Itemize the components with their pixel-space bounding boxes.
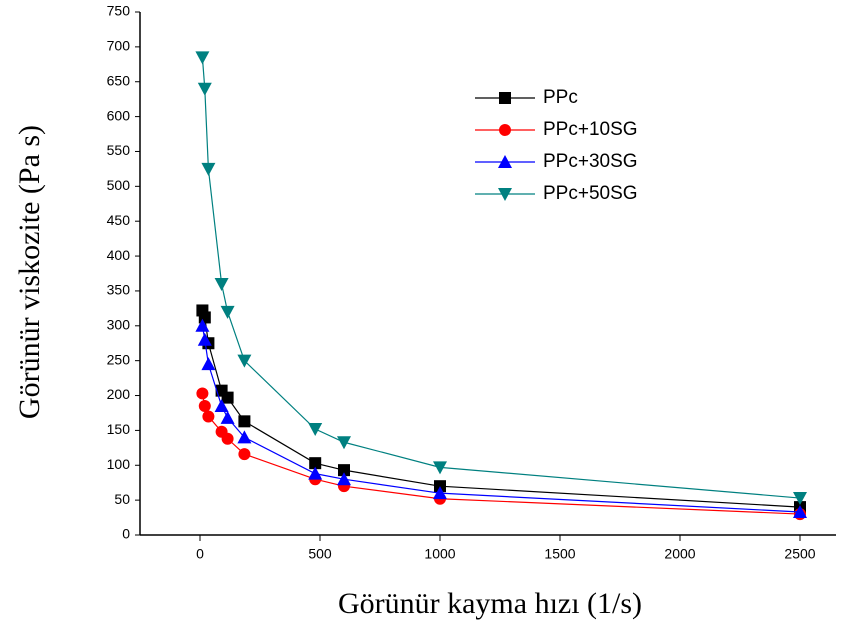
series-line	[201, 57, 801, 499]
marker	[308, 466, 323, 480]
marker	[198, 311, 211, 324]
y-tick-label: 350	[107, 282, 131, 298]
legend-label: PPc+50SG	[543, 183, 638, 204]
marker	[214, 398, 229, 412]
y-tick-label: 500	[107, 177, 131, 193]
y-tick-label: 700	[107, 38, 131, 54]
marker	[201, 357, 216, 371]
y-tick-label: 650	[107, 72, 131, 88]
marker	[498, 155, 512, 168]
marker	[499, 92, 511, 104]
marker	[237, 354, 252, 368]
y-tick-label: 600	[107, 107, 131, 123]
x-axis-title: Görünür kayma hızı (1/s)	[338, 587, 642, 620]
marker	[793, 504, 807, 518]
marker	[337, 436, 351, 450]
y-tick-label: 150	[107, 421, 131, 437]
series-line	[201, 310, 801, 508]
marker	[498, 188, 512, 201]
marker	[201, 162, 216, 176]
x-tick-label: 1000	[424, 546, 455, 562]
marker	[220, 305, 235, 319]
marker	[308, 423, 323, 437]
y-tick-label: 400	[107, 247, 131, 263]
series-line	[201, 325, 801, 513]
marker	[221, 391, 234, 404]
y-tick-label: 750	[107, 3, 131, 19]
marker	[195, 318, 210, 332]
x-tick-label: 1500	[544, 546, 575, 562]
y-axis-title: Görünür viskozite (Pa s)	[13, 125, 46, 419]
x-tick-label: 500	[308, 546, 332, 562]
marker	[214, 277, 229, 291]
legend-label: PPc+10SG	[543, 119, 638, 140]
y-tick-label: 0	[122, 526, 130, 542]
marker	[195, 51, 210, 65]
x-tick-label: 2000	[664, 546, 695, 562]
marker	[220, 410, 235, 424]
y-tick-label: 450	[107, 212, 131, 228]
marker	[238, 415, 251, 428]
marker	[337, 472, 351, 486]
marker	[433, 486, 447, 500]
marker	[309, 457, 322, 470]
y-tick-label: 50	[114, 491, 130, 507]
x-tick-label: 0	[196, 546, 204, 562]
legend-label: PPc	[543, 87, 578, 108]
marker	[197, 82, 212, 96]
marker	[196, 387, 209, 400]
marker	[238, 448, 251, 461]
legend-label: PPc+30SG	[543, 151, 638, 172]
marker	[202, 410, 215, 423]
marker	[433, 461, 447, 475]
marker	[237, 430, 252, 444]
marker	[338, 464, 350, 477]
marker	[793, 492, 807, 506]
marker	[197, 332, 212, 346]
marker	[499, 124, 511, 136]
y-tick-label: 100	[107, 456, 131, 472]
y-tick-label: 550	[107, 142, 131, 158]
marker	[198, 399, 211, 412]
x-tick-label: 2500	[784, 546, 815, 562]
y-tick-label: 300	[107, 317, 131, 333]
y-tick-label: 200	[107, 386, 131, 402]
y-tick-label: 250	[107, 351, 131, 367]
marker	[221, 432, 234, 445]
